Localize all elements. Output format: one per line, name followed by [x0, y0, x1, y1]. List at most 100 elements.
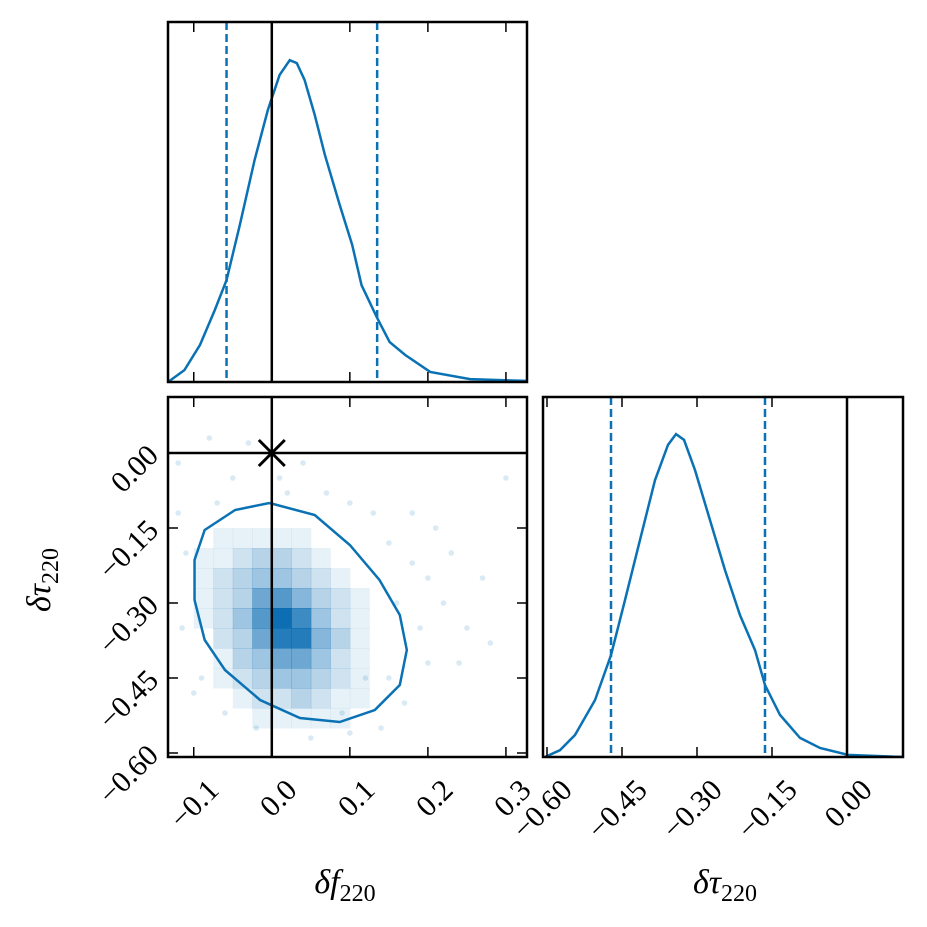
sample-point — [339, 710, 345, 716]
axes-frame — [541, 395, 905, 759]
sample-point — [464, 625, 470, 631]
sample-point — [362, 675, 369, 681]
sample-point — [175, 460, 181, 466]
hist-cell — [291, 608, 312, 629]
hist-cell — [213, 608, 234, 629]
hist-cell — [213, 548, 234, 569]
hist-cell — [291, 568, 312, 589]
hist-cell — [213, 528, 234, 549]
sample-point — [487, 640, 494, 646]
hist-cell — [271, 628, 292, 649]
hist-cell — [232, 548, 253, 569]
hist-cell — [310, 588, 331, 609]
hist-cell — [232, 648, 253, 669]
hist-cell — [271, 568, 292, 589]
hist-cell — [349, 588, 370, 609]
sample-point — [245, 440, 252, 446]
hist-cell — [271, 688, 292, 709]
hist-cell — [232, 588, 253, 609]
sample-point — [183, 550, 189, 556]
y-axis-label: δτ220 — [21, 548, 64, 612]
y-tick-label: −0.15 — [93, 514, 165, 586]
x-tick-label: −0.30 — [656, 773, 728, 845]
hist-cell — [232, 628, 253, 649]
x-axis-label: δτ220 — [693, 864, 757, 907]
axes-frame — [166, 20, 529, 384]
hist-cell — [213, 568, 234, 589]
hist-cell — [310, 708, 331, 729]
y-tick-label: −0.45 — [93, 664, 165, 736]
label-symbol: δτ — [21, 582, 58, 612]
x-tick-label: 0.1 — [332, 773, 382, 823]
label-subscript: 220 — [721, 881, 757, 907]
sample-point — [198, 675, 205, 681]
hist-cell — [213, 668, 234, 689]
x-tick-label: 0.2 — [410, 773, 460, 823]
hist-cell — [271, 588, 292, 609]
contour — [193, 501, 409, 724]
hist-cell — [213, 588, 234, 609]
hist-cell — [330, 628, 351, 649]
hist-cell — [330, 568, 351, 589]
sample-point — [300, 460, 306, 466]
label-symbol: δτ — [693, 864, 723, 901]
hist-cell — [310, 668, 331, 689]
sample-point — [206, 435, 213, 441]
hist-cell — [252, 568, 273, 589]
sample-point — [409, 560, 416, 566]
hist-cell — [310, 628, 331, 649]
hist-cell — [291, 628, 312, 649]
sample-point — [323, 490, 330, 496]
plot-area — [544, 397, 903, 757]
hist-cell — [291, 648, 312, 669]
hist-cell — [330, 648, 351, 669]
hist-cell — [252, 648, 273, 669]
hist-cell — [330, 608, 351, 629]
hist-cell — [349, 628, 370, 649]
sample-point — [222, 710, 228, 716]
density-line — [544, 432, 903, 757]
label-subscript: 220 — [340, 881, 376, 907]
x-tick-label: −0.1 — [164, 773, 226, 835]
hist-cell — [252, 528, 273, 549]
sample-point — [425, 575, 431, 581]
sample-point — [456, 660, 462, 666]
hist-cell — [310, 688, 331, 709]
sample-point — [214, 500, 220, 506]
plot-area — [168, 22, 527, 382]
x-tick-label: 0.00 — [818, 773, 878, 833]
hist-cell — [252, 588, 273, 609]
hist-cell — [193, 588, 214, 609]
sample-point — [175, 510, 181, 516]
hist-cell — [349, 648, 370, 669]
sample-point — [432, 525, 439, 531]
x-tick-label: 0.0 — [254, 773, 304, 823]
sample-point — [190, 690, 197, 696]
sample-point — [417, 625, 423, 631]
hist-cell — [193, 568, 214, 589]
hist-cell — [252, 628, 273, 649]
sample-point — [378, 725, 384, 731]
sample-point — [347, 730, 353, 736]
hist-cell — [310, 548, 331, 569]
sample-point — [308, 735, 314, 741]
sample-point — [409, 510, 416, 516]
axes-frame — [166, 395, 529, 759]
hist-cell — [291, 588, 312, 609]
y-tick-label: 0.00 — [104, 439, 164, 499]
hist-cell — [291, 548, 312, 569]
sample-point — [393, 600, 400, 606]
label-symbol: δf — [314, 864, 344, 901]
sample-point — [229, 475, 236, 481]
sample-point — [440, 600, 447, 606]
hist-cell — [252, 548, 273, 569]
hist-cell — [330, 588, 351, 609]
x-axis-label: δf220 — [314, 864, 375, 907]
y-tick-label: −0.60 — [93, 739, 165, 811]
hist-cell — [271, 608, 292, 629]
sample-point — [503, 475, 509, 481]
hist-cell — [252, 668, 273, 689]
y-tick-label: −0.30 — [93, 589, 165, 661]
hist-cell — [213, 648, 234, 669]
hist-cell — [349, 608, 370, 629]
